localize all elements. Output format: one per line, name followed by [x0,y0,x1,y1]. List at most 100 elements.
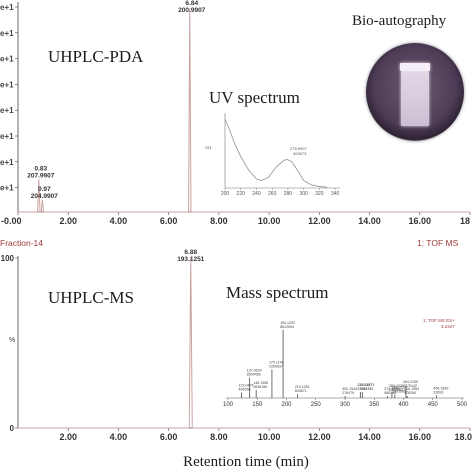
bioautography-title: Bio-autography [352,13,447,29]
pda-peak-mz: 207.9907 [27,172,54,179]
mass-bar-label-mz: 372.3226 [384,387,399,391]
tof-ms-inset-label: 1: TOF MS ES+ [423,318,455,323]
mass-x-tick-label: 100 [223,402,234,408]
uv-peak-label: 278.9907 [290,146,307,151]
pda-x-tick-label: 8.00 [210,216,228,226]
ms-x-tick-label: 6.00 [160,432,178,442]
mass-bar-label-mz: 219.1251 [295,385,310,389]
uv-x-tick-label: 320 [315,191,324,197]
pda-y-tick-label: e+1 [0,80,14,89]
uv-x-tick-label: 240 [252,191,261,197]
plate-band-main [401,71,429,126]
mass-bar-label-mz: 300.1544 [342,387,357,391]
pda-x-tick-label: 12.00 [308,216,331,226]
mass-bar-label-int: 1463665 [392,390,406,394]
mass-bar-label-int: 1636186 [253,385,267,389]
uv-x-ticks: 200 220 240 260 280 300 320 340 [221,188,340,197]
uv-x-tick-label: 200 [221,191,230,197]
ms-panel: Fraction-14 1: TOF MS % 100 0 2.00 4.00 6.0… [0,238,472,442]
pda-x-tick-label: -0.00 [1,216,22,226]
uv-x-tick-label: 260 [268,191,277,197]
mass-bar-label-mz: 456.1849 [433,386,448,390]
mass-bar-label-mz: 326.1557 [357,383,372,387]
mass-bar-label-int: 7879142 [403,384,417,388]
uv-inset: UV spectrum AU 200 220 240 260 280 300 320 340 … [205,88,340,197]
pda-x-tick-label: 16.00 [409,216,432,226]
pda-panel: e+1 e+1 e+1 e+1 e+1 e+1 e+1 e+1 -0.00 2.00 4.00 6.… [0,0,471,226]
pda-panel-title: UHPLC-PDA [48,47,144,66]
mass-x-tick-label: 150 [252,402,263,408]
ms-x-ticks: 2.00 4.00 6.00 8.00 10.00 12.00 14.00 16.00 18.0 [59,428,472,442]
mass-x-ticks: 100 150 200 250 300 350 400 450 500 [223,398,468,408]
mass-bar-label-mz: 329.4973 [359,383,374,387]
tof-ms-header: 1: TOF MS [417,238,459,248]
fraction-label: Fraction-14 [0,238,43,248]
ms-y-label: % [9,337,15,344]
mass-bar-label-int: 178284 [404,391,416,395]
pda-x-tick-label: 10.00 [258,216,281,226]
pda-peak-mz: 204.9907 [31,193,58,200]
mass-x-tick-label: 250 [311,402,322,408]
mass-bar-label-int: 580988 [384,391,396,395]
pda-y-tick-label: e+1 [0,29,14,38]
ms-x-tick-label: 4.00 [110,432,128,442]
plate-band-top [400,63,430,71]
ms-peak-mz: 193.1251 [177,256,204,263]
pda-peak-rt: 6.84 [185,0,198,7]
pda-x-ticks: -0.00 2.00 4.00 6.00 8.00 10.00 12.00 14.00 16.0… [1,212,471,226]
mass-bar-label-mz: 175.1148 [269,360,284,364]
mass-bar-label-int: 2359837 [269,364,283,368]
tof-ms-inset-scale: 3.22e7 [441,324,455,329]
mass-x-tick-label: 300 [340,402,351,408]
ms-x-tick-label: 18.0 [454,432,472,442]
uv-peak-sublabel: 400673 [293,151,307,156]
mass-bar-label-int: 2387763 [389,388,403,392]
pda-y-tick-label: e+1 [0,184,14,193]
mass-bar-label-int: 649671 [295,389,307,393]
pda-y-tick-label: e+1 [0,55,14,64]
uv-x-tick-label: 220 [237,191,246,197]
ms-x-tick-label: 16.00 [409,432,432,442]
mass-x-tick-label: 400 [398,402,409,408]
pda-peak-rt: 0.97 [38,186,51,193]
bioautography-plate-image [366,43,464,141]
ms-trace [18,257,470,429]
pda-y-tick-label: e+1 [0,3,14,12]
pda-y-tick-label: e+1 [0,158,14,167]
ms-x-tick-label: 12.00 [308,432,331,442]
mass-bar-label-int: 2866773 [359,387,373,391]
pda-y-tick-label: e+1 [0,106,14,115]
mass-spectrum-inset: Mass spectrum 1: TOF MS ES+ 3.22e7 100 15… [223,283,468,408]
ms-y-tick-label: 100 [1,254,15,263]
uv-curve [224,118,328,188]
ms-y-ticks: 100 0 [1,254,18,433]
mass-bar-label-int: 496266 [238,388,250,392]
mass-bar-label-int: 8504486 [247,373,261,377]
ms-x-tick-label: 2.00 [59,432,77,442]
pda-x-tick-label: 6.00 [160,216,178,226]
ms-x-tick-label: 8.00 [210,432,228,442]
mass-bar-label-mz: 123.0475 [238,384,253,388]
pda-x-tick-label: 14.00 [358,216,381,226]
mass-spectrum-title: Mass spectrum [226,283,328,302]
x-axis-title: Retention time (min) [183,454,309,470]
ms-panel-title: UHPLC-MS [48,288,134,307]
mass-bar-label-mz: 148.1356 [253,381,268,385]
mass-bar-label-mz: 404.2159 [403,380,418,384]
mass-x-tick-label: 450 [428,402,439,408]
uv-x-tick-label: 340 [331,191,340,197]
mass-x-tick-label: 350 [369,402,380,408]
pda-peak-mz: 200.9907 [178,7,205,14]
mass-bar-label-mz: 137.0624 [247,369,262,373]
mass-bar-label-mz: 194.1253 [280,321,295,325]
mass-x-tick-label: 200 [281,402,292,408]
ms-x-tick-label: 10.00 [258,432,281,442]
mass-bar-label-int: 276479 [342,391,354,395]
pda-x-tick-label: 18 [460,216,470,226]
pda-peak-rt: 0.83 [35,165,48,172]
mass-bar-label-mz: 380.2226 [389,384,404,388]
ms-y-tick-label: 0 [10,424,15,433]
